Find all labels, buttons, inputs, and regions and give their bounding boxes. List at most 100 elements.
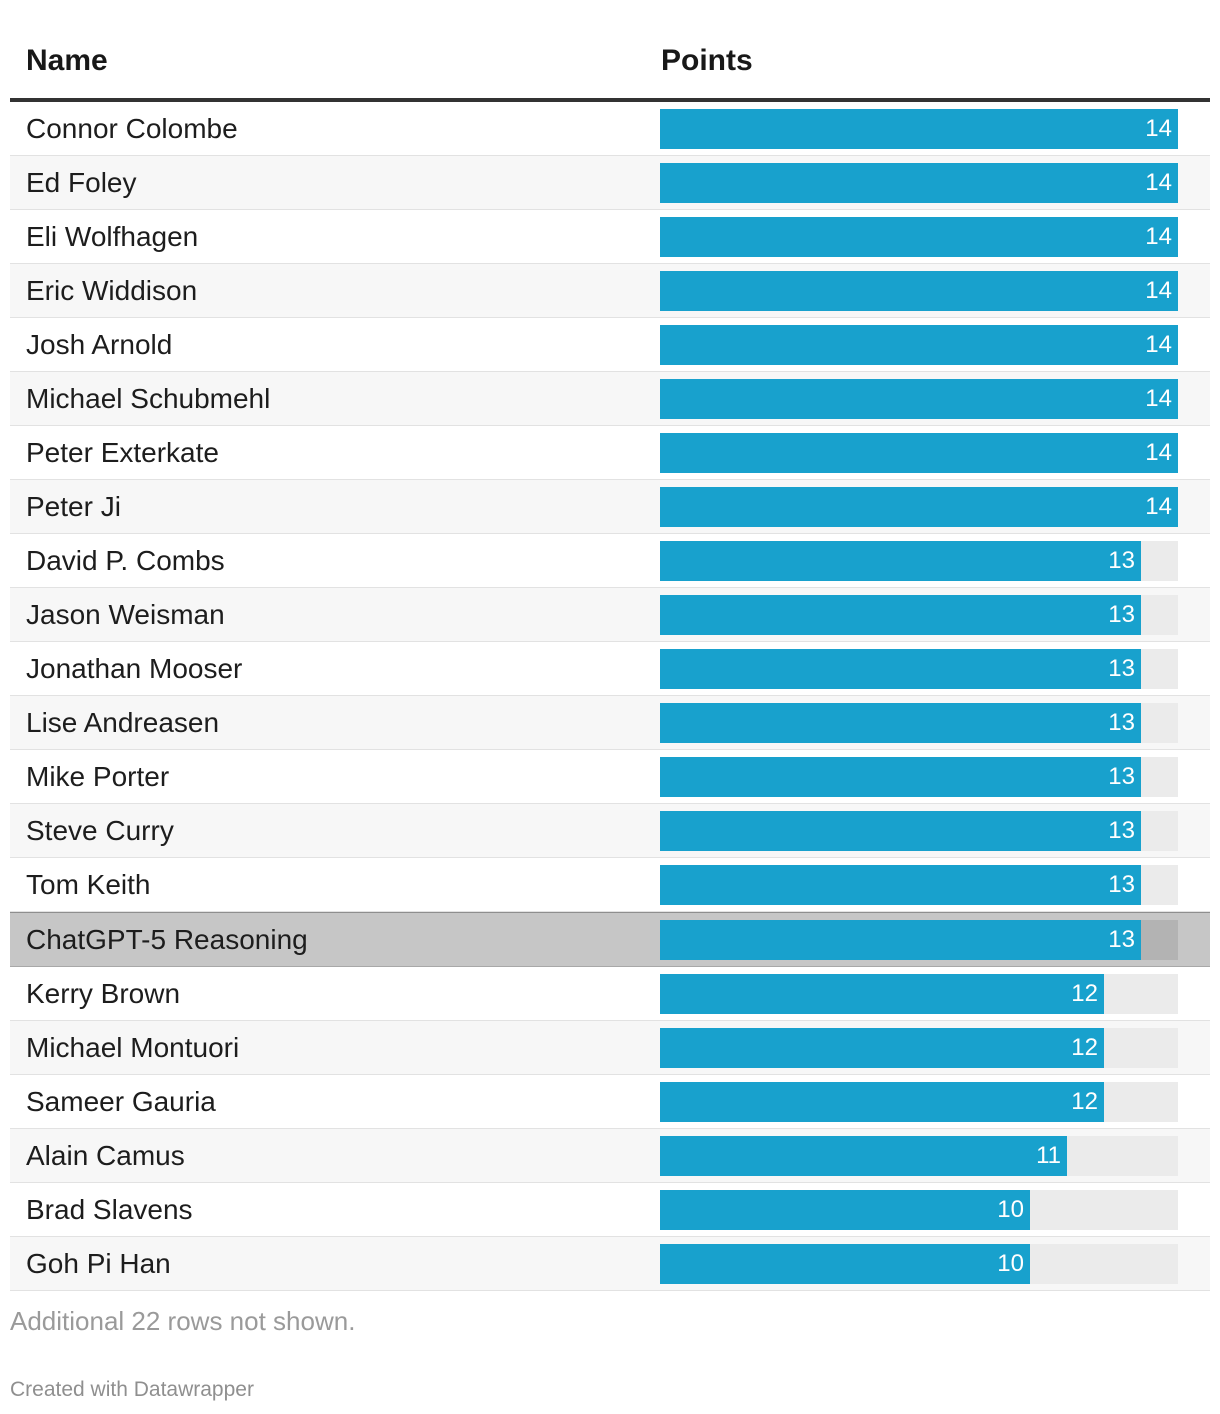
points-value-label: 13 [1108,871,1135,898]
points-bar-track: 12 [660,1082,1178,1122]
row-name: ChatGPT-5 Reasoning [26,924,308,955]
datawrapper-credit: Created with Datawrapper [10,1378,254,1401]
points-bar-track: 14 [660,379,1178,419]
points-bar: 14 [660,325,1178,365]
points-bar: 13 [660,865,1141,905]
table-row: Peter Exterkate 14 [10,426,1210,480]
points-bar-track: 14 [660,163,1178,203]
row-name: Brad Slavens [26,1194,193,1225]
row-name: Kerry Brown [26,978,181,1009]
table-row: David P. Combs 13 [10,534,1210,588]
points-bar-track: 13 [660,865,1178,905]
row-name: Tom Keith [26,869,151,900]
row-name: Michael Montuori [26,1032,240,1063]
points-value-label: 14 [1145,169,1172,196]
table-row: Connor Colombe 14 [10,102,1210,156]
points-bar-track: 13 [660,595,1178,635]
points-bar: 10 [660,1190,1030,1230]
points-bar: 12 [660,1028,1104,1068]
points-bar: 14 [660,217,1178,257]
points-bar-track: 13 [660,920,1178,960]
row-name: Eli Wolfhagen [26,221,199,252]
row-name: Steve Curry [26,815,174,846]
table-row: Eric Widdison 14 [10,264,1210,318]
points-bar-track: 14 [660,325,1178,365]
points-bar-track: 10 [660,1244,1178,1284]
points-value-label: 13 [1108,709,1135,736]
column-header-points[interactable]: Points [661,44,753,77]
row-name: Michael Schubmehl [26,383,271,414]
row-name: Alain Camus [26,1140,185,1171]
points-bar-track: 11 [660,1136,1178,1176]
points-value-label: 13 [1108,926,1135,953]
row-name: Peter Ji [26,491,121,522]
points-bar-track: 13 [660,703,1178,743]
points-bar: 13 [660,920,1141,960]
points-bar: 13 [660,649,1141,689]
points-value-label: 13 [1108,763,1135,790]
points-value-label: 14 [1145,331,1172,358]
points-bar-track: 12 [660,974,1178,1014]
row-name: Ed Foley [26,167,137,198]
points-bar-track: 14 [660,109,1178,149]
row-name: Eric Widdison [26,275,198,306]
table-row: Josh Arnold 14 [10,318,1210,372]
row-name: Peter Exterkate [26,437,219,468]
points-bar: 13 [660,541,1141,581]
points-bar-track: 13 [660,811,1178,851]
table-row: ChatGPT-5 Reasoning 13 [10,912,1210,967]
points-bar-track: 13 [660,541,1178,581]
points-value-label: 14 [1145,277,1172,304]
points-bar-track: 14 [660,433,1178,473]
points-value-label: 10 [997,1196,1024,1223]
table-row: Jason Weisman 13 [10,588,1210,642]
table-row: Ed Foley 14 [10,156,1210,210]
row-name: Mike Porter [26,761,170,792]
points-value-label: 12 [1071,1088,1098,1115]
table-row: Eli Wolfhagen 14 [10,210,1210,264]
points-bar-track: 10 [660,1190,1178,1230]
points-value-label: 12 [1071,980,1098,1007]
points-bar: 12 [660,1082,1104,1122]
points-value-label: 11 [1036,1142,1061,1169]
points-bar-track: 14 [660,217,1178,257]
table-row: Mike Porter 13 [10,750,1210,804]
table-row: Lise Andreasen 13 [10,696,1210,750]
table-row: Sameer Gauria 12 [10,1075,1210,1129]
table-row: Tom Keith 13 [10,858,1210,912]
points-bar: 14 [660,163,1178,203]
table-header: Name Points [10,0,1210,102]
points-bar: 13 [660,703,1141,743]
points-bar: 13 [660,757,1141,797]
points-bar: 13 [660,811,1141,851]
points-value-label: 14 [1145,385,1172,412]
table-row: Jonathan Mooser 13 [10,642,1210,696]
points-value-label: 13 [1108,601,1135,628]
table-row: Kerry Brown 12 [10,967,1210,1021]
points-bar-track: 13 [660,757,1178,797]
points-value-label: 10 [997,1250,1024,1277]
row-name: David P. Combs [26,545,225,576]
points-bar: 14 [660,433,1178,473]
leaderboard-table: Name Points Connor Colombe 14 Ed Foley 14 El… [10,0,1210,1291]
points-value-label: 12 [1071,1034,1098,1061]
points-value-label: 14 [1145,439,1172,466]
points-bar: 14 [660,109,1178,149]
points-bar-track: 13 [660,649,1178,689]
table-row: Goh Pi Han 10 [10,1237,1210,1291]
points-value-label: 14 [1145,493,1172,520]
points-bar: 14 [660,487,1178,527]
points-bar-track: 12 [660,1028,1178,1068]
table-body: Connor Colombe 14 Ed Foley 14 Eli Wolfhagen 1… [10,102,1210,1291]
points-value-label: 14 [1145,223,1172,250]
table-row: Alain Camus 11 [10,1129,1210,1183]
points-value-label: 14 [1145,115,1172,142]
row-name: Jonathan Mooser [26,653,243,684]
row-name: Sameer Gauria [26,1086,216,1117]
points-value-label: 13 [1108,547,1135,574]
points-value-label: 13 [1108,655,1135,682]
points-value-label: 13 [1108,817,1135,844]
points-bar: 13 [660,595,1141,635]
column-header-name[interactable]: Name [26,44,108,77]
table-row: Peter Ji 14 [10,480,1210,534]
